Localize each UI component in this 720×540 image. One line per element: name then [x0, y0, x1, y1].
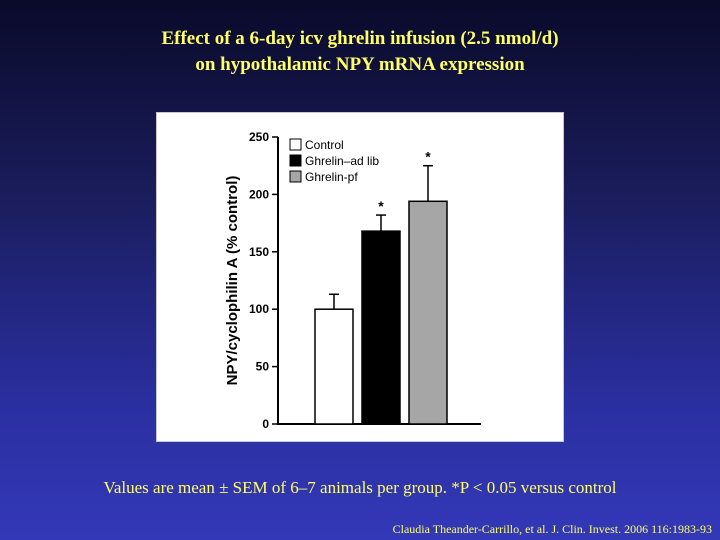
figure-caption: Values are mean ± SEM of 6–7 animals per…: [103, 478, 617, 497]
legend-label-3: Ghrelin-pf: [305, 170, 358, 184]
chart-panel: 0 50 100 150 200 250 NPY/cyclophilin A (% cont…: [156, 112, 564, 442]
slide-title: Effect of a 6-day icv ghrelin infusion (…: [0, 26, 720, 78]
legend-swatch-2: [289, 154, 302, 167]
legend-label-2: Ghrelin–ad lib: [305, 154, 379, 168]
bar-chart: 0 50 100 150 200 250 NPY/cyclophilin A (% cont…: [224, 130, 481, 431]
bar-3: [408, 200, 448, 425]
significance-marker-3: *: [425, 149, 431, 165]
title-line-1: Effect of a 6-day icv ghrelin infusion (…: [161, 28, 559, 49]
title-line-2: on hypothalamic NPY mRNA expression: [195, 54, 525, 75]
y-tick-label-50: 50: [256, 360, 270, 374]
citation: Claudia Theander-Carrillo, et al. J. Cli…: [392, 522, 712, 536]
y-tick-label-250: 250: [249, 130, 269, 144]
bar-2: [361, 230, 401, 425]
legend-swatch-3: [289, 170, 302, 183]
y-tick-label-0: 0: [262, 417, 269, 431]
y-axis-label: NPY/cyclophilin A (% control): [224, 176, 241, 386]
y-tick-label-150: 150: [249, 245, 269, 259]
y-tick-label-200: 200: [249, 187, 269, 201]
legend-label-1: Control: [305, 138, 344, 152]
legend-swatch-1: [289, 138, 302, 151]
bar-1: [314, 308, 354, 425]
y-tick-label-100: 100: [249, 302, 269, 316]
significance-marker-2: *: [378, 198, 384, 214]
